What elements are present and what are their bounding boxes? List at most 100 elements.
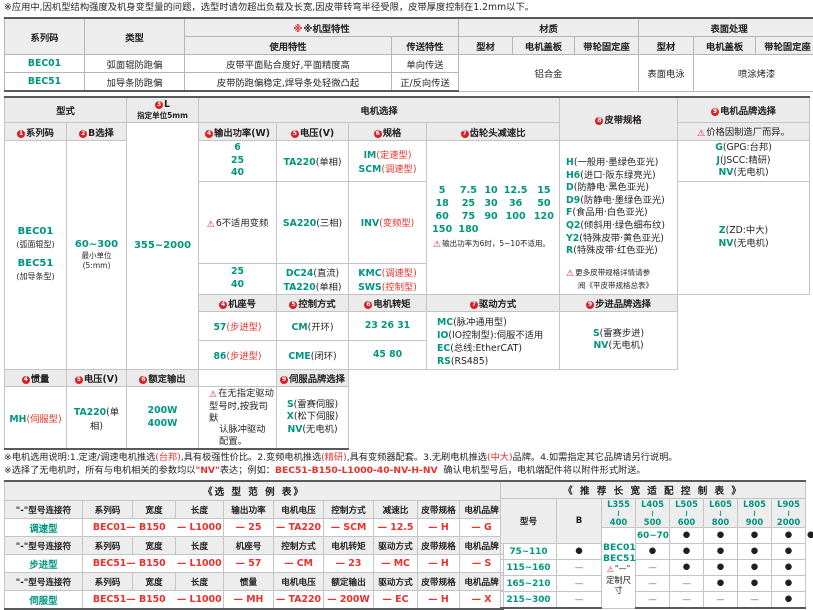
- recommend-b-4: 215~300: [501, 592, 557, 609]
- mid-note-nv: "NV": [195, 465, 219, 476]
- belt-H: H: [566, 157, 574, 168]
- header-surface-profile: 型材: [639, 37, 694, 55]
- value-b-range: 60~300: [69, 239, 124, 250]
- ex1-v6: — H: [418, 519, 460, 537]
- mid-notes: ※电机选用说明:1.定速/调速电机推选(台邦),具有极强性价比。2.变频电机推选…: [0, 450, 813, 477]
- ex3-v2: — MH: [224, 591, 274, 610]
- ex2-v6: — H: [418, 555, 460, 573]
- mid-note-example-model: BEC51-B150-L1000-40-NV-H-NV: [275, 465, 438, 476]
- power-40-b: 40: [201, 279, 274, 292]
- servo-brand-S-desc: (雷赛伺服): [294, 399, 338, 410]
- cell-torque-1: 23 26 31: [349, 311, 427, 340]
- recommend-col-L355: L355 ≀ 400: [602, 499, 636, 528]
- brand-G: G: [715, 142, 723, 153]
- ex3-h3: 长度: [176, 573, 224, 591]
- recommend-mark-0-1: ●: [704, 528, 738, 544]
- L905-bot: 2000: [773, 518, 804, 527]
- table-row: 调速型 BEC01— B150 — L1000 — 25 — TA220 — S…: [5, 519, 504, 537]
- drive-note-l1-text: 在无指定驱动型号时,按我司默: [209, 388, 274, 424]
- ex3-h9: 电机品牌: [460, 573, 504, 591]
- label-motor-torque: 电机转矩: [373, 299, 410, 310]
- label-L: L: [164, 99, 170, 110]
- inertia-MH-desc: (伺服型): [26, 414, 61, 425]
- label-output-power: 输出功率(W): [214, 128, 270, 139]
- belt-note-line1: ⚠更多皮带规格详情请参: [566, 267, 675, 281]
- table-row: 215~300 — — — — — ●: [501, 592, 806, 609]
- row-code-bec01: BEC01: [5, 55, 85, 73]
- ratio-60: 60: [429, 210, 455, 223]
- model-im-desc: (定速型): [376, 150, 411, 161]
- drive-IO-desc: (IO控制型):伺服不适用: [448, 330, 543, 341]
- recommend-mark-0-0: ●: [670, 528, 704, 544]
- servo-brand-NV-desc: (无电机): [302, 424, 337, 435]
- cell-drive-note: ⚠在无指定驱动型号时,按我司默 认脉冲驱动配置。: [199, 386, 277, 449]
- brand-NV-b-desc: (无电机): [733, 238, 768, 249]
- recommend-mark-2-4: ●: [738, 560, 772, 576]
- mid-note-line-2: ※选择了无电机时，所有与电机相关的参数均以"NV"表达；例如：BEC51-B15…: [4, 465, 809, 478]
- ex3-v3: — TA220: [274, 591, 324, 610]
- cell-torque-2: 45 80: [349, 340, 427, 369]
- table-row: 115~160 — — ● ● ● ●: [501, 560, 806, 576]
- ex3-h2: 宽度: [133, 573, 176, 591]
- recommend-mark-3-4: ●: [738, 576, 772, 592]
- label-voltage: 电压(V): [300, 128, 334, 139]
- drive-RS-desc: (RS485): [451, 356, 488, 367]
- recommend-mark-4-4: —: [738, 592, 772, 609]
- model-inv: INV: [361, 218, 379, 229]
- mid-note-brand-taibang: (台邦): [155, 452, 181, 463]
- model-kmc: KMC: [358, 268, 381, 279]
- recommend-mark-0-2: ●: [738, 528, 772, 544]
- marker-5: 5: [289, 301, 297, 309]
- ex2-v7: — S: [460, 555, 504, 573]
- recommend-mark-1-2: ●: [670, 544, 704, 560]
- table-row: "-"型号连接符 系列码 宽度 长度 机座号 控制方式 电机转矩 驱动方式 皮带…: [5, 537, 504, 555]
- ratio-10: 10: [482, 184, 501, 197]
- power-6: 6: [201, 142, 274, 155]
- table-row: 60 75 90 100 120: [429, 210, 557, 223]
- table-row: 伺服型 BEC51— B150 — L1000 — MH — TA220 — 2…: [5, 591, 504, 610]
- drive-note-line2: 认脉冲驱动配置。: [209, 424, 274, 447]
- ex1-h6: 控制方式: [324, 501, 374, 519]
- belt-D: D: [566, 182, 574, 193]
- recommend-mark-1-3: ●: [704, 544, 738, 560]
- control-cme-desc: (闭环): [311, 351, 337, 362]
- ex1-h3: 长度: [176, 501, 224, 519]
- brand-G-desc: (GPG:台邦): [723, 142, 772, 153]
- power-25-b: 25: [201, 266, 274, 279]
- model-kmc-desc: (调速型): [382, 268, 417, 279]
- ex3-v0: BEC51— B150: [83, 591, 176, 610]
- recommend-mark-2-2: ●: [670, 560, 704, 576]
- group-header-motor-select: 电机选择: [199, 97, 560, 123]
- row-code-bec51: BEC51: [5, 73, 85, 92]
- servo-brand-X: X: [287, 411, 294, 422]
- belt-Q2: Q2: [566, 220, 580, 231]
- recommend-mark-4-2: —: [670, 592, 704, 609]
- belt-D9-desc: (防静电·墨绿色亚光): [580, 195, 665, 206]
- recommend-b-1: 75~110: [501, 544, 557, 560]
- marker-7: 7: [461, 130, 469, 138]
- mid-note-line-1: ※电机选用说明:1.定速/调速电机推选(台邦),具有极强性价比。2.变频电机推选…: [4, 452, 809, 465]
- belt-Y2-desc: (特殊皮带·黄色亚光): [579, 233, 664, 244]
- mid-note-2c: 确认电机型号后，电机端配件将以附件形式附送。: [444, 465, 646, 476]
- cell-belt-specs: H(一般用·墨绿色亚光) H6(进口·阪东绿亮光) D(防静电·黑色亚光) D9…: [560, 141, 678, 295]
- ratio-18: 18: [429, 197, 455, 210]
- recommend-mark-1-5: ●: [772, 544, 806, 560]
- L355-bot: 400: [603, 518, 634, 527]
- cell-brand-group-b: Z(ZD:中大) NV(无电机): [678, 181, 810, 294]
- warning-icon: ⚠: [566, 268, 574, 281]
- voltage-desc-dc: (直流): [313, 268, 339, 279]
- mid-note-brand-zhongda: (中大): [487, 452, 513, 463]
- ex3-h1: 系列码: [83, 573, 133, 591]
- header-model-characteristics: ※※机型特性: [185, 18, 459, 37]
- label-gear-ratio: 齿轮头减速比: [470, 128, 526, 139]
- servo-brand-NV: NV: [287, 424, 302, 435]
- value-b-sub1: 最小单位: [69, 250, 124, 261]
- cell-stepper-brands: S(雷赛步进) NV(无电机): [560, 311, 678, 369]
- servo-voltage-TA220: TA220: [74, 407, 106, 418]
- recommend-mark-3-2: —: [670, 576, 704, 592]
